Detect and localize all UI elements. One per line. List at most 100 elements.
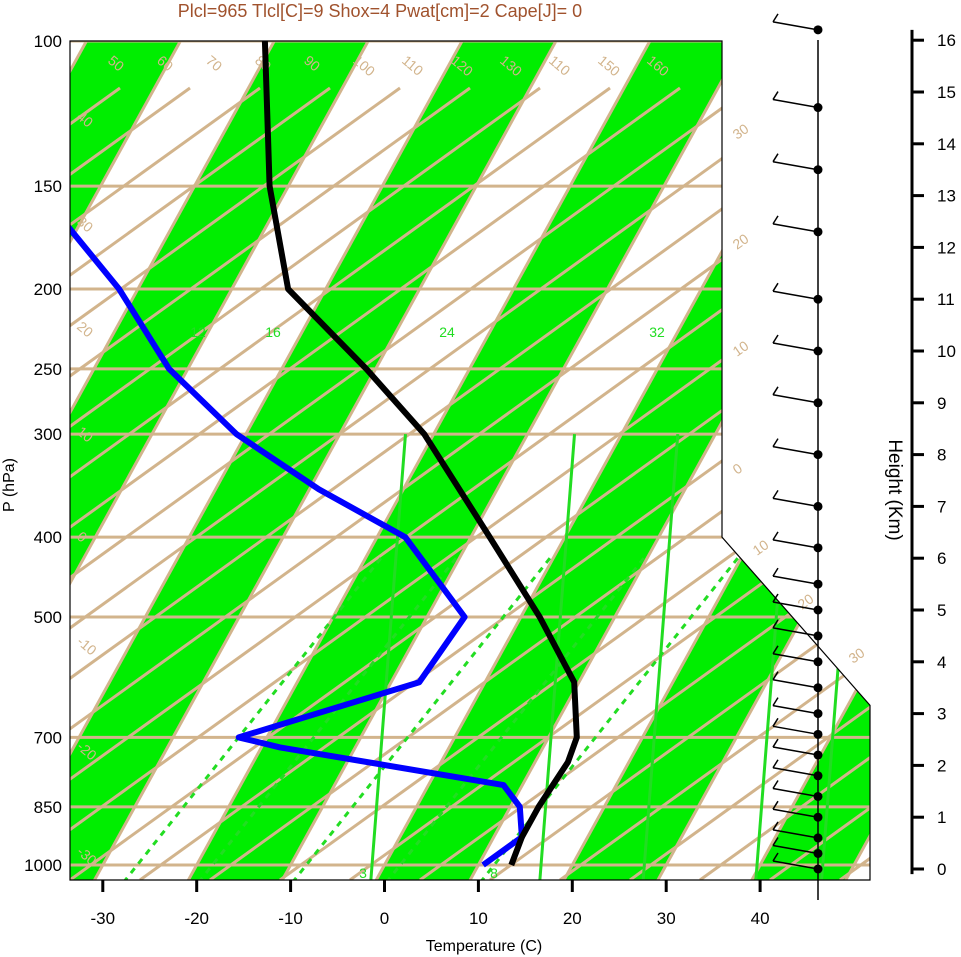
isotherm-label: 110 <box>399 52 427 79</box>
height-tick-label: 7 <box>937 497 946 516</box>
wind-barb <box>772 860 819 870</box>
wind-barb <box>772 829 819 839</box>
wind-barb <box>772 21 819 31</box>
wind-barb-flag <box>772 334 779 344</box>
isotherm-line <box>70 41 320 880</box>
height-tick-label: 8 <box>937 446 946 465</box>
wind-barb-flag <box>772 13 779 23</box>
adiabat-line <box>70 86 821 880</box>
height-tick-label: 4 <box>937 653 946 672</box>
profiles <box>70 41 580 868</box>
wind-barb-flag <box>772 215 779 225</box>
adiabat-line <box>70 86 611 880</box>
wind-barb <box>772 746 819 756</box>
wind-barb-flag <box>772 780 779 789</box>
wind-barb <box>772 342 819 352</box>
adiabat-line <box>70 86 870 880</box>
wind-barb <box>772 653 819 663</box>
wind-barb-flag <box>772 645 779 655</box>
isotherm-label: 70 <box>203 52 225 74</box>
wind-barb <box>772 787 819 798</box>
wind-barb-flag <box>772 697 779 706</box>
y-tick-label: 100 <box>34 32 62 51</box>
wind-barb-flag <box>772 800 779 810</box>
wind-barb <box>772 627 819 637</box>
adiabat-line <box>349 86 870 880</box>
x-tick-label: -20 <box>184 909 209 928</box>
wind-barb-flag <box>772 759 779 769</box>
adiabat-line <box>70 86 870 880</box>
x-tick-label: 0 <box>380 909 389 928</box>
adiabat-line <box>70 86 681 880</box>
isotherm-label: 110 <box>546 52 574 79</box>
adiabat-line <box>419 86 870 880</box>
height-tick-label: 16 <box>937 31 956 50</box>
band <box>938 0 961 882</box>
wind-barb <box>772 767 819 777</box>
isotherm-label: 30 <box>730 120 752 142</box>
mixing-ratio-dashed <box>291 553 554 880</box>
height-tick-label: 3 <box>937 705 946 724</box>
y-tick-label: 150 <box>34 177 62 196</box>
wind-barb-flag <box>772 567 779 577</box>
isotherm-label: 0 <box>730 460 746 478</box>
adiabat-line <box>489 86 870 880</box>
isotherm-line <box>91 41 602 880</box>
y-tick-label: 200 <box>34 280 62 299</box>
height-tick-label: 1 <box>937 808 946 827</box>
sounding-indices: Plcl=965 Tlcl[C]=9 Shox=4 Pwat[cm]=2 Cap… <box>178 1 582 21</box>
x-tick-label: -10 <box>278 909 303 928</box>
x-tick-label: 20 <box>563 909 582 928</box>
adiabat-line <box>70 86 541 880</box>
mixing-ratio-line <box>369 434 407 880</box>
adiabat-line <box>70 86 751 880</box>
adiabat-line <box>910 88 961 880</box>
wind-barb-flag <box>772 153 779 163</box>
plot-border <box>69 40 871 881</box>
height-axis-title: Height (Km) <box>884 439 905 540</box>
isotherm-label: 10 <box>730 337 752 359</box>
height-tick-label: 15 <box>937 83 956 102</box>
wind-barb-flag <box>772 717 779 727</box>
wind-barb <box>772 290 819 300</box>
isotherm-line <box>0 0 37 882</box>
wind-barb <box>772 497 819 508</box>
x-axis: -30 -20 -10 0 10 20 30 40 <box>91 880 770 928</box>
wind-barb <box>772 445 819 456</box>
adiabat-line <box>70 86 401 880</box>
height-tick-label: 0 <box>937 860 946 879</box>
wind-barb <box>772 601 819 611</box>
wind-barb-flag <box>772 531 779 541</box>
wind-barb <box>772 725 819 736</box>
mixing-ratio-label: 12 <box>190 324 206 340</box>
band <box>70 41 413 880</box>
y-tick-label: 400 <box>34 528 62 547</box>
height-tick-label: 5 <box>937 601 946 620</box>
wind-barb-flag <box>772 738 779 748</box>
temperature-profile <box>261 41 580 867</box>
wind-barb <box>772 539 819 549</box>
isotherm-label: -10 <box>74 633 100 658</box>
wind-barb-flag <box>772 821 779 831</box>
mixing-ratio-line <box>538 434 577 880</box>
x-tick-label: 40 <box>751 909 770 928</box>
wind-barb-flag <box>772 91 779 100</box>
wind-barb-flag <box>772 671 779 681</box>
mixing-ratio-label: 32 <box>649 324 665 340</box>
isotherm-line <box>749 41 870 880</box>
mixing-ratio-dashed <box>122 553 385 880</box>
x-axis-title: Temperature (C) <box>426 938 542 955</box>
y-tick-label: 850 <box>34 798 62 817</box>
adiabat-line <box>70 86 870 880</box>
adiabat-line <box>70 86 471 880</box>
mixing-ratio-label: 3 <box>359 865 367 881</box>
height-tick-label: 9 <box>937 394 946 413</box>
mixing-ratio-dashed <box>385 553 648 880</box>
wind-barb <box>772 223 819 233</box>
isotherm-label: 30 <box>846 644 868 666</box>
isotherm-label: 20 <box>730 230 752 252</box>
y-tick-label: 1000 <box>24 856 62 875</box>
mixing-ratio-label: 8 <box>490 865 498 881</box>
